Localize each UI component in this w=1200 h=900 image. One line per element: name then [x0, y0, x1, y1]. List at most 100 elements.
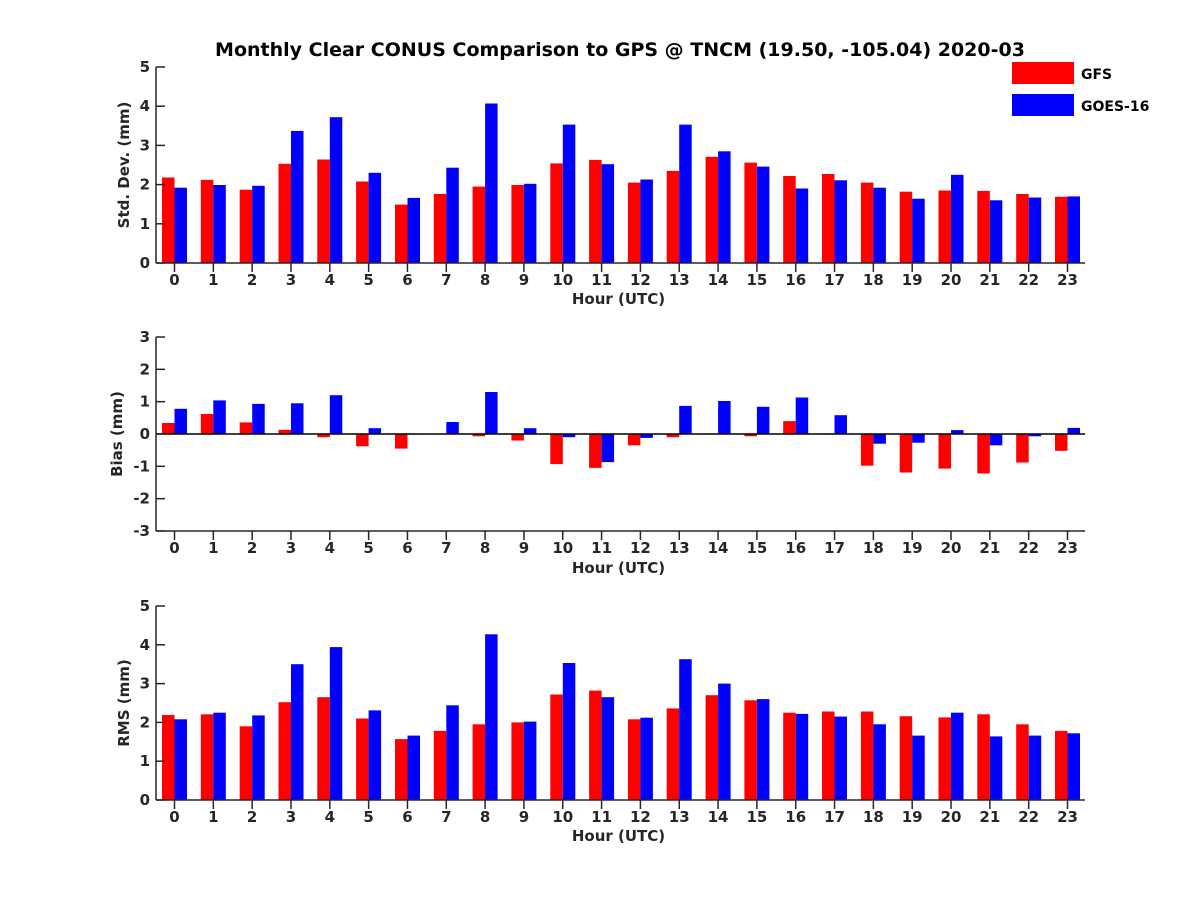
- x-tick-label-bias-17: 17: [824, 539, 845, 557]
- bar-rms-gfs-5: [356, 718, 369, 800]
- bar-stddev-goes16-4: [329, 117, 343, 263]
- bar-bias-goes16-8: [485, 392, 498, 434]
- bar-bias-goes16-12: [640, 434, 653, 438]
- bar-bias-goes16-23: [1067, 427, 1080, 434]
- bar-rms-goes16-23: [1067, 733, 1080, 800]
- x-tick-label-bias-6: 6: [402, 539, 412, 557]
- x-tick-label-rms-2: 2: [247, 808, 257, 826]
- bar-rms-gfs-0: [162, 715, 175, 800]
- x-tick-label-rms-17: 17: [824, 808, 845, 826]
- bar-bias-gfs-11: [589, 434, 602, 468]
- x-tick-label-stddev-14: 14: [708, 271, 729, 289]
- bar-bias-goes16-15: [756, 406, 770, 434]
- x-tick-label-rms-4: 4: [325, 808, 335, 826]
- bar-stddev-gfs-0: [162, 177, 175, 263]
- x-tick-label-rms-15: 15: [746, 808, 767, 826]
- bar-stddev-gfs-13: [666, 170, 680, 263]
- x-tick-label-bias-16: 16: [785, 539, 806, 557]
- bar-rms-goes16-1: [213, 712, 226, 800]
- bar-bias-goes16-9: [523, 428, 537, 434]
- legend: GFS GOES-16: [1012, 62, 1149, 116]
- x-tick-label-bias-8: 8: [480, 539, 490, 557]
- bar-rms-goes16-12: [640, 717, 653, 800]
- bar-stddev-goes16-12: [640, 179, 653, 263]
- bar-bias-gfs-5: [356, 434, 369, 447]
- bar-stddev-gfs-12: [627, 182, 641, 263]
- bar-bias-gfs-6: [395, 434, 408, 449]
- x-tick-label-rms-6: 6: [402, 808, 412, 826]
- x-tick-label-stddev-10: 10: [552, 271, 573, 289]
- x-tick-label-stddev-20: 20: [941, 271, 962, 289]
- x-tick-label-stddev-1: 1: [208, 271, 218, 289]
- bar-rms-gfs-4: [317, 697, 330, 800]
- x-tick-label-stddev-15: 15: [746, 271, 767, 289]
- x-tick-label-rms-23: 23: [1057, 808, 1078, 826]
- bar-rms-gfs-9: [511, 722, 524, 800]
- bar-bias-gfs-8: [472, 434, 486, 437]
- x-tick-label-stddev-12: 12: [630, 271, 651, 289]
- bar-stddev-gfs-22: [1016, 194, 1029, 263]
- bar-rms-gfs-13: [666, 708, 680, 800]
- bar-stddev-gfs-18: [860, 182, 874, 263]
- bar-rms-goes16-9: [523, 721, 537, 800]
- x-tick-label-bias-19: 19: [902, 539, 923, 557]
- x-tick-label-stddev-17: 17: [824, 271, 845, 289]
- bar-rms-goes16-2: [252, 715, 265, 800]
- bar-bias-goes16-16: [795, 397, 809, 434]
- bar-bias-goes16-20: [951, 430, 964, 434]
- bar-rms-goes16-0: [174, 719, 187, 800]
- bar-stddev-goes16-8: [485, 103, 498, 263]
- bar-bias-gfs-21: [977, 434, 990, 474]
- x-tick-label-stddev-2: 2: [247, 271, 257, 289]
- bar-bias-goes16-11: [601, 434, 615, 463]
- bar-rms-goes16-20: [951, 712, 964, 800]
- bar-rms-gfs-18: [860, 711, 874, 800]
- bar-stddev-goes16-11: [601, 164, 615, 263]
- bar-rms-goes16-10: [562, 663, 576, 800]
- bar-rms-goes16-22: [1028, 735, 1042, 800]
- legend-label-goes16: GOES-16: [1081, 99, 1149, 115]
- x-tick-label-rms-20: 20: [941, 808, 962, 826]
- bar-rms-goes16-19: [912, 735, 925, 800]
- bar-bias-gfs-4: [317, 434, 330, 438]
- bar-bias-gfs-10: [550, 434, 563, 465]
- x-tick-label-rms-22: 22: [1018, 808, 1039, 826]
- x-tick-label-rms-21: 21: [979, 808, 1000, 826]
- legend-label-gfs: GFS: [1081, 67, 1112, 83]
- bar-bias-gfs-2: [239, 422, 253, 434]
- bar-stddev-gfs-19: [899, 191, 913, 263]
- bar-stddev-goes16-2: [252, 185, 265, 263]
- y-tick-label-bias-3: 3: [140, 328, 150, 346]
- bar-rms-goes16-18: [873, 724, 886, 800]
- bar-stddev-goes16-23: [1067, 196, 1080, 263]
- bar-stddev-goes16-6: [407, 197, 420, 263]
- y-tick-label-rms-5: 5: [140, 597, 150, 615]
- bar-rms-gfs-8: [472, 724, 486, 800]
- x-tick-label-bias-18: 18: [863, 539, 884, 557]
- x-tick-label-bias-7: 7: [441, 539, 451, 557]
- y-tick-label-stddev-0: 0: [140, 254, 150, 272]
- x-tick-label-bias-20: 20: [941, 539, 962, 557]
- bar-rms-gfs-6: [395, 739, 408, 800]
- x-tick-label-bias-2: 2: [247, 539, 257, 557]
- bar-rms-goes16-14: [718, 683, 731, 800]
- x-axis-label-stddev: Hour (UTC): [572, 290, 665, 308]
- bar-bias-gfs-16: [783, 421, 796, 434]
- x-tick-label-rms-3: 3: [286, 808, 296, 826]
- x-tick-label-stddev-18: 18: [863, 271, 884, 289]
- bar-bias-gfs-15: [744, 434, 757, 437]
- x-tick-label-rms-5: 5: [363, 808, 373, 826]
- x-tick-label-stddev-5: 5: [363, 271, 373, 289]
- y-tick-label-stddev-2: 2: [140, 176, 150, 194]
- bar-rms-goes16-13: [679, 659, 692, 800]
- bar-rms-gfs-10: [550, 694, 563, 800]
- bar-stddev-goes16-10: [562, 124, 576, 263]
- bar-stddev-goes16-22: [1028, 197, 1042, 263]
- y-axis-label-stddev: Std. Dev. (mm): [115, 102, 133, 229]
- bar-stddev-gfs-3: [278, 163, 291, 263]
- bar-bias-goes16-4: [329, 395, 343, 434]
- x-tick-label-rms-16: 16: [785, 808, 806, 826]
